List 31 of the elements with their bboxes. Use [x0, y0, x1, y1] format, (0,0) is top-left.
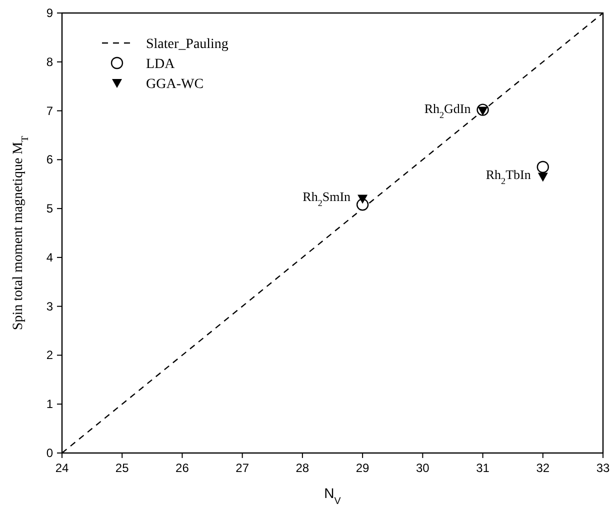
y-tick-label: 0 [46, 446, 54, 460]
point [536, 160, 549, 174]
y-tick-label: 6 [46, 152, 54, 167]
x-tick-label: 27 [236, 461, 250, 475]
annotation: Rh$_{2}$SmIn [302, 188, 352, 208]
legend-label: Slater_Pauling [146, 37, 228, 52]
y-tick-label: 2 [46, 348, 54, 362]
point [538, 172, 548, 182]
y-tick-label: 4 [46, 250, 54, 264]
x-tick-label: 33 [596, 461, 610, 475]
x-tick-label: 31 [476, 461, 490, 475]
x-tick-label: 24 [55, 461, 69, 475]
annotation: Rh$_{2}$TbIn [486, 166, 532, 186]
point [478, 106, 488, 116]
annotation: Rh$_{2}$GdIn [424, 100, 472, 120]
y-tick-label: 9 [46, 6, 54, 20]
x-tick-label: 29 [356, 461, 370, 475]
x-tick-label: 32 [536, 461, 550, 475]
x-axis-title: N$_{V}$ [324, 485, 342, 506]
y-tick-label: 7 [46, 104, 54, 118]
y-tick-label: 1 [46, 397, 54, 412]
y-tick-label: 5 [46, 202, 54, 216]
point [358, 194, 368, 204]
y-tick-label: 3 [46, 299, 54, 314]
y-tick-label: 8 [46, 54, 54, 69]
x-tick-label: 26 [176, 461, 190, 475]
x-tick-label: 30 [416, 461, 430, 475]
x-tick-label: 28 [296, 461, 310, 475]
legend-label: LDA [146, 57, 176, 72]
legend-label: GGA-WC [146, 77, 204, 92]
x-tick-label: 25 [115, 461, 130, 475]
